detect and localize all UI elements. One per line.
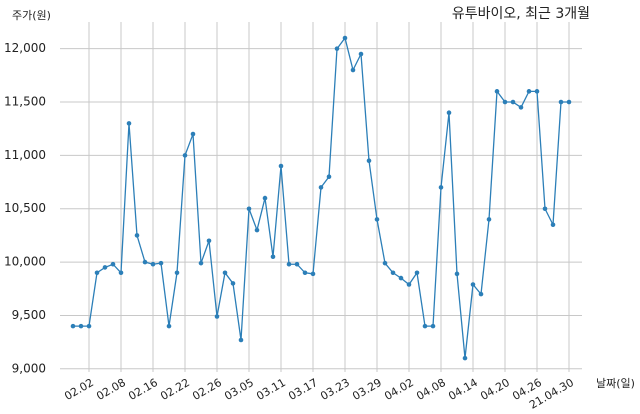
point bbox=[462, 355, 468, 361]
point bbox=[486, 217, 492, 222]
point bbox=[566, 99, 572, 105]
point bbox=[286, 261, 292, 267]
x-tick-label: 03.11 bbox=[254, 376, 288, 403]
x-tick-label: 03.05 bbox=[222, 376, 256, 403]
point bbox=[182, 153, 188, 158]
point bbox=[326, 174, 332, 180]
x-tick-label: 02.16 bbox=[126, 376, 160, 403]
point bbox=[134, 233, 140, 238]
x-tick-label: 02.02 bbox=[62, 376, 96, 403]
point bbox=[542, 206, 548, 212]
point bbox=[430, 323, 436, 329]
x-tick-label: 03.29 bbox=[350, 376, 384, 403]
point bbox=[230, 281, 236, 286]
point bbox=[446, 110, 452, 116]
point bbox=[518, 105, 524, 110]
point bbox=[502, 99, 508, 105]
point bbox=[142, 259, 148, 265]
y-tick-label: 9,000 bbox=[12, 361, 46, 375]
point bbox=[246, 206, 252, 212]
y-tick-label: 11,500 bbox=[4, 95, 46, 109]
point bbox=[198, 260, 204, 266]
x-tick-label: 04.20 bbox=[478, 376, 512, 403]
x-tick-label: 03.23 bbox=[318, 376, 352, 403]
point bbox=[118, 270, 124, 276]
point bbox=[390, 270, 396, 276]
y-tick-label: 10,500 bbox=[4, 201, 46, 215]
point bbox=[214, 314, 220, 319]
point bbox=[302, 270, 308, 276]
point bbox=[222, 270, 228, 276]
x-tick-label: 02.08 bbox=[94, 376, 128, 403]
point bbox=[70, 323, 76, 329]
x-axis-label: 날짜(일) bbox=[596, 376, 635, 390]
point bbox=[422, 323, 428, 329]
point bbox=[294, 261, 300, 267]
point bbox=[318, 185, 324, 190]
point bbox=[550, 222, 556, 228]
point bbox=[78, 323, 84, 329]
x-tick-label: 03.17 bbox=[286, 376, 320, 403]
y-tick-label: 11,000 bbox=[4, 148, 46, 162]
point bbox=[278, 163, 284, 169]
point bbox=[310, 271, 316, 277]
point bbox=[558, 99, 564, 105]
point bbox=[102, 265, 108, 270]
point bbox=[166, 323, 172, 329]
x-tick-label: 04.02 bbox=[382, 376, 416, 403]
point bbox=[534, 89, 540, 94]
point bbox=[382, 260, 388, 266]
point bbox=[158, 260, 164, 266]
y-tick-label: 9,500 bbox=[12, 308, 46, 322]
point bbox=[262, 195, 268, 201]
point bbox=[366, 158, 372, 164]
point bbox=[438, 185, 444, 190]
point bbox=[254, 227, 260, 233]
point bbox=[174, 270, 180, 276]
point bbox=[110, 261, 116, 267]
grid bbox=[60, 22, 582, 372]
point bbox=[150, 261, 156, 267]
point bbox=[454, 271, 460, 277]
x-tick-label: 02.26 bbox=[190, 376, 224, 403]
chart-title: 유투바이오, 최근 3개월 bbox=[452, 6, 590, 22]
point bbox=[94, 270, 100, 276]
point bbox=[374, 217, 380, 222]
point bbox=[342, 35, 348, 41]
point bbox=[494, 89, 500, 94]
point bbox=[126, 121, 132, 126]
point bbox=[86, 323, 92, 329]
line bbox=[73, 36, 569, 359]
x-tick-label: 04.14 bbox=[446, 376, 480, 403]
point bbox=[190, 131, 196, 137]
point bbox=[206, 238, 212, 244]
y-axis-label: 주가(원) bbox=[12, 9, 51, 22]
point bbox=[270, 254, 276, 260]
point bbox=[406, 282, 412, 287]
point bbox=[334, 46, 340, 51]
x-tick-label: 02.22 bbox=[158, 376, 192, 403]
point bbox=[238, 337, 244, 343]
y-tick-label: 12,000 bbox=[4, 41, 46, 55]
point bbox=[526, 89, 532, 94]
point bbox=[510, 99, 516, 105]
point bbox=[350, 67, 356, 73]
point bbox=[414, 270, 420, 276]
point bbox=[398, 275, 404, 281]
y-tick-label: 10,000 bbox=[4, 255, 46, 269]
x-tick-label: 04.08 bbox=[414, 376, 448, 403]
point bbox=[470, 282, 476, 287]
point bbox=[358, 51, 364, 57]
point bbox=[478, 291, 484, 297]
